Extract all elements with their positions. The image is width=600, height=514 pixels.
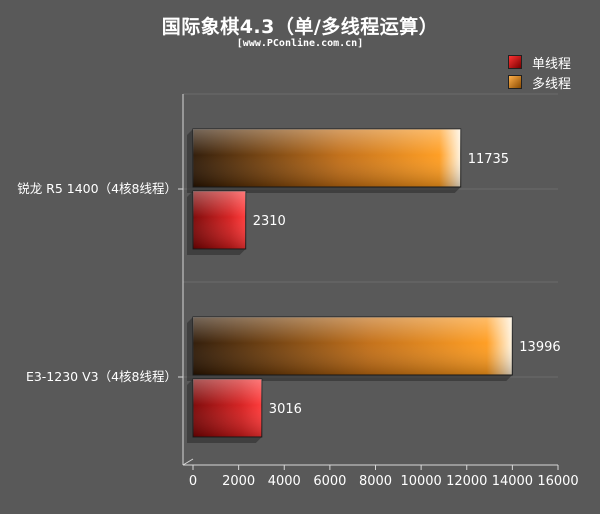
legend-swatch-multi-thread bbox=[508, 75, 522, 89]
x-tick-label: 2000 bbox=[222, 474, 255, 489]
x-tick-label: 0 bbox=[189, 474, 197, 489]
x-tick-label: 10000 bbox=[400, 474, 441, 489]
bar-multi-thread-value-label: 13996 bbox=[519, 340, 560, 355]
x-tick-label: 4000 bbox=[268, 474, 301, 489]
category-label: E3-1230 V3（4核8线程） bbox=[26, 369, 177, 384]
x-tick-label: 6000 bbox=[313, 474, 346, 489]
bar-multi-thread-gloss bbox=[193, 317, 513, 375]
bar-single-thread-gloss bbox=[193, 191, 246, 249]
bar-multi-thread-value-label: 11735 bbox=[468, 152, 509, 167]
legend-item-multi-thread: 多线程 bbox=[508, 72, 571, 92]
x-tick-label: 8000 bbox=[359, 474, 392, 489]
legend-label-multi-thread: 多线程 bbox=[532, 76, 572, 92]
x-tick-label: 16000 bbox=[537, 474, 578, 489]
bar-single-thread-value-label: 2310 bbox=[253, 214, 286, 229]
legend: 单线程 多线程 bbox=[508, 52, 571, 92]
chart-title: 国际象棋4.3（单/多线程运算） bbox=[161, 16, 439, 38]
legend-item-single-thread: 单线程 bbox=[508, 52, 571, 72]
axis-depth-line bbox=[182, 458, 194, 466]
x-tick-label: 14000 bbox=[492, 474, 533, 489]
chart-subtitle: [www.PConline.com.cn] bbox=[236, 38, 364, 49]
bar-single-thread-gloss bbox=[193, 379, 262, 437]
bar-multi-thread-gloss bbox=[193, 129, 461, 187]
x-tick-label: 12000 bbox=[446, 474, 487, 489]
legend-label-single-thread: 单线程 bbox=[532, 56, 572, 72]
bar-single-thread-value-label: 3016 bbox=[269, 402, 302, 417]
legend-swatch-single-thread bbox=[508, 55, 522, 69]
category-label: 锐龙 R5 1400（4核8线程） bbox=[17, 181, 177, 196]
